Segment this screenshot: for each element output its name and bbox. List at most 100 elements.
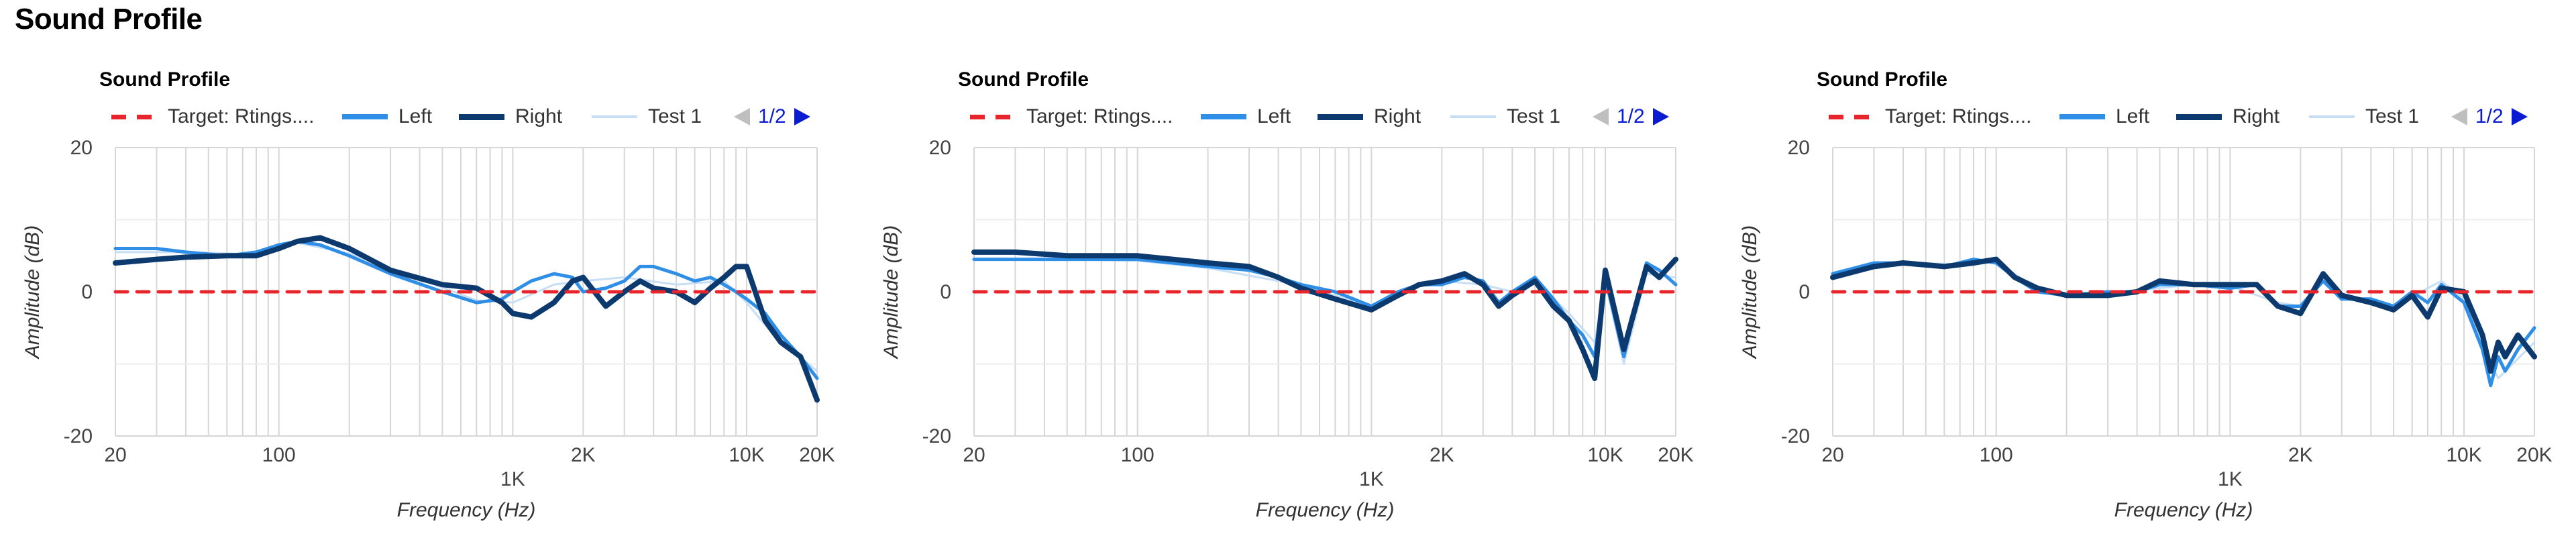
sound-profile-chart-2: Sound Profile Target: Rtings.... Left Right… bbox=[859, 60, 1717, 544]
legend-item-target[interactable]: Target: Rtings.... bbox=[970, 103, 1173, 130]
legend-swatch-left bbox=[2059, 114, 2105, 119]
legend-swatch-left bbox=[342, 114, 388, 119]
series-line-right bbox=[1830, 256, 2537, 374]
legend-swatch-test1 bbox=[2309, 115, 2355, 118]
y-tick-label: -20 bbox=[922, 425, 951, 447]
chart-title: Sound Profile bbox=[1817, 68, 1947, 91]
x-tick-label: 100 bbox=[1121, 444, 1155, 466]
page-heading: Sound Profile bbox=[15, 3, 203, 36]
x-tick-label: 10K bbox=[729, 444, 764, 466]
x-tick-label: 100 bbox=[262, 444, 296, 466]
triangle-left-icon[interactable] bbox=[2451, 108, 2467, 125]
legend-label-test1: Test 1 bbox=[2365, 105, 2420, 127]
y-tick-label: 0 bbox=[940, 281, 951, 303]
x-tick-label: 2K bbox=[571, 444, 596, 466]
y-axis-title: Amplitude (dB) bbox=[1739, 225, 1761, 360]
legend-label-target: Target: Rtings.... bbox=[1885, 105, 2032, 127]
chart-legend: Target: Rtings.... Left Right Test 1 1/2 bbox=[955, 103, 1713, 130]
legend-item-target[interactable]: Target: Rtings.... bbox=[111, 103, 314, 130]
legend-item-test1[interactable]: Test 1 bbox=[592, 103, 702, 130]
triangle-left-icon[interactable] bbox=[1593, 108, 1609, 125]
x-tick-label: 20K bbox=[2516, 444, 2552, 466]
triangle-right-icon[interactable] bbox=[2511, 108, 2528, 125]
legend-swatch-right bbox=[459, 113, 504, 120]
y-tick-label: 0 bbox=[1799, 281, 1810, 303]
x-tick-label: 20K bbox=[799, 444, 835, 466]
legend-label-left: Left bbox=[1257, 105, 1291, 127]
legend-item-right[interactable]: Right bbox=[459, 103, 562, 130]
series-line-test-1 bbox=[1831, 260, 2536, 380]
legend-item-left[interactable]: Left bbox=[1201, 103, 1291, 130]
legend-label-target: Target: Rtings.... bbox=[168, 105, 315, 127]
x-tick-label: 20 bbox=[963, 444, 985, 466]
legend-page-indicator: 1/2 bbox=[1617, 105, 1645, 127]
legend-pager: 1/2 bbox=[2451, 103, 2528, 130]
legend-item-left[interactable]: Left bbox=[342, 103, 432, 130]
legend-swatch-target bbox=[970, 114, 1016, 119]
series-line-right bbox=[971, 249, 1678, 381]
sound-profile-chart-1: Sound Profile Target: Rtings.... Left Right… bbox=[0, 60, 859, 544]
series-line-test-1 bbox=[114, 241, 818, 372]
y-tick-label: 0 bbox=[81, 281, 93, 303]
legend-label-right: Right bbox=[1374, 105, 1421, 127]
series-line-left bbox=[113, 239, 819, 380]
legend-item-test1[interactable]: Test 1 bbox=[1450, 103, 1560, 130]
legend-pager: 1/2 bbox=[734, 103, 810, 130]
y-tick-label: 20 bbox=[929, 137, 951, 159]
x-axis-title: Frequency (Hz) bbox=[2114, 499, 2253, 521]
x-tick-label: 1K bbox=[500, 468, 525, 490]
grid-lines bbox=[973, 147, 1676, 437]
legend-item-target[interactable]: Target: Rtings.... bbox=[1829, 103, 2031, 130]
series-line-left bbox=[972, 258, 1678, 359]
x-tick-label: 1K bbox=[1359, 468, 1384, 490]
chart-plot: 20 0 -20 20 100 1K 2K 10K 20K Frequency (Hz) Ampli… bbox=[1739, 137, 2553, 521]
x-tick-label: 20 bbox=[1821, 444, 1843, 466]
legend-swatch-left bbox=[1201, 114, 1246, 119]
legend-label-right: Right bbox=[2233, 105, 2280, 127]
legend-item-right[interactable]: Right bbox=[1318, 103, 1421, 130]
legend-label-right: Right bbox=[515, 105, 563, 127]
x-axis-title: Frequency (Hz) bbox=[1256, 499, 1395, 521]
chart-title: Sound Profile bbox=[958, 68, 1089, 91]
sound-profile-chart-3: Sound Profile Target: Rtings.... Left Right… bbox=[1717, 60, 2576, 544]
legend-label-target: Target: Rtings.... bbox=[1026, 105, 1173, 127]
legend-label-left: Left bbox=[2116, 105, 2150, 127]
legend-label-test1: Test 1 bbox=[648, 105, 702, 127]
triangle-right-icon[interactable] bbox=[794, 108, 810, 125]
x-tick-label: 20 bbox=[104, 444, 126, 466]
x-tick-label: 10K bbox=[1587, 444, 1623, 466]
x-tick-label: 10K bbox=[2446, 444, 2481, 466]
chart-legend: Target: Rtings.... Left Right Test 1 1/2 bbox=[1814, 103, 2572, 130]
x-tick-label: 20K bbox=[1658, 444, 1693, 466]
legend-item-right[interactable]: Right bbox=[2176, 103, 2279, 130]
series-line-test-1 bbox=[973, 258, 1677, 365]
y-tick-label: 20 bbox=[70, 137, 93, 159]
legend-page-indicator: 1/2 bbox=[2475, 105, 2504, 127]
series-line-right bbox=[113, 235, 820, 403]
x-axis-title: Frequency (Hz) bbox=[397, 499, 536, 521]
x-tick-label: 100 bbox=[1980, 444, 2013, 466]
legend-item-test1[interactable]: Test 1 bbox=[2309, 103, 2419, 130]
legend-swatch-test1 bbox=[1450, 115, 1496, 118]
y-tick-label: 20 bbox=[1788, 137, 1810, 159]
y-tick-label: -20 bbox=[1781, 425, 1810, 447]
y-tick-label: -20 bbox=[64, 425, 93, 447]
y-axis-title: Amplitude (dB) bbox=[21, 225, 44, 360]
chart-title: Sound Profile bbox=[99, 68, 230, 91]
legend-label-test1: Test 1 bbox=[1507, 105, 1561, 127]
legend-pager: 1/2 bbox=[1593, 103, 1669, 130]
x-tick-label: 2K bbox=[2288, 444, 2313, 466]
legend-swatch-right bbox=[1318, 113, 1363, 120]
x-tick-label: 2K bbox=[1430, 444, 1454, 466]
triangle-right-icon[interactable] bbox=[1652, 108, 1669, 125]
legend-swatch-target bbox=[111, 114, 157, 119]
legend-page-indicator: 1/2 bbox=[758, 105, 786, 127]
legend-swatch-target bbox=[1829, 114, 1874, 119]
x-tick-label: 1K bbox=[2218, 468, 2243, 490]
chart-plot: 20 0 -20 20 100 1K 2K 10K 20K Frequency (Hz) Ampli… bbox=[21, 137, 835, 521]
legend-item-left[interactable]: Left bbox=[2059, 103, 2149, 130]
chart-legend: Target: Rtings.... Left Right Test 1 1/2 bbox=[97, 103, 855, 130]
triangle-left-icon[interactable] bbox=[734, 108, 750, 125]
series-line-left bbox=[1831, 258, 2536, 388]
legend-swatch-test1 bbox=[592, 115, 637, 118]
